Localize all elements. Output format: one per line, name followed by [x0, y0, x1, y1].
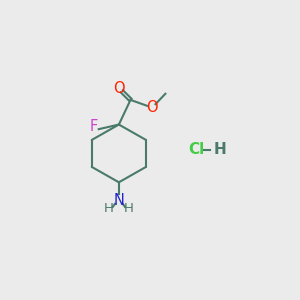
- Text: H: H: [213, 142, 226, 158]
- Text: H: H: [124, 202, 134, 215]
- Text: O: O: [113, 81, 125, 96]
- Text: N: N: [113, 193, 124, 208]
- Text: Cl: Cl: [189, 142, 205, 158]
- Text: O: O: [146, 100, 158, 115]
- Text: H: H: [104, 202, 114, 215]
- Text: F: F: [89, 119, 98, 134]
